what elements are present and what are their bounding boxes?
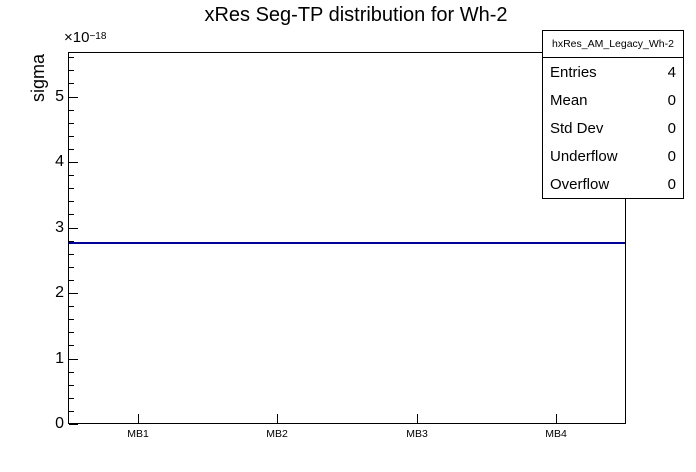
y-minor-tick: [69, 280, 74, 281]
x-tick-label: MB2: [266, 428, 288, 440]
y-major-tick: [69, 424, 78, 425]
y-minor-tick: [69, 83, 74, 84]
stats-label: Overflow: [550, 175, 610, 193]
stats-box-rows: Entries 4 Mean 0 Std Dev 0 Underflow 0 O…: [543, 58, 683, 198]
stats-value: 0: [667, 175, 676, 193]
y-minor-tick: [69, 123, 74, 124]
y-tick-label: 3: [55, 219, 64, 236]
x-tick: [277, 414, 278, 424]
y-axis-exponent: ×10−18: [64, 29, 106, 46]
y-minor-tick: [69, 241, 74, 242]
stats-row: Entries 4: [543, 58, 683, 86]
y-minor-tick: [69, 319, 74, 320]
stats-box-title: hxRes_AM_Legacy_Wh-2: [543, 31, 683, 58]
stats-box: hxRes_AM_Legacy_Wh-2 Entries 4 Mean 0 St…: [542, 30, 684, 199]
y-minor-tick: [69, 188, 74, 189]
y-minor-tick: [69, 332, 74, 333]
y-axis-title: sigma: [28, 54, 48, 103]
x-tick-label: MB4: [545, 428, 567, 440]
y-tick-label: 1: [55, 350, 64, 367]
x-tick: [417, 414, 418, 424]
stats-value: 0: [667, 119, 676, 137]
stats-label: Std Dev: [550, 119, 604, 137]
y-minor-tick: [69, 411, 74, 412]
y-tick-label: 2: [55, 284, 64, 301]
y-minor-tick: [69, 345, 74, 346]
y-minor-tick: [69, 110, 74, 111]
y-minor-tick: [69, 149, 74, 150]
y-tick-label: 0: [55, 415, 64, 432]
y-minor-tick: [69, 201, 74, 202]
x-tick-label: MB1: [127, 428, 149, 440]
y-major-tick: [69, 97, 78, 98]
stats-row: Overflow 0: [543, 170, 683, 198]
y-tick-label: 5: [55, 88, 64, 105]
y-minor-tick: [69, 214, 74, 215]
stats-label: Mean: [550, 91, 588, 109]
y-major-tick: [69, 359, 78, 360]
chart-title: xRes Seg-TP distribution for Wh-2: [204, 4, 508, 26]
y-tick-label: 4: [55, 153, 64, 170]
y-minor-tick: [69, 254, 74, 255]
y-minor-tick: [69, 267, 74, 268]
stats-label: Underflow: [550, 147, 618, 165]
y-major-tick: [69, 228, 78, 229]
stats-value: 4: [667, 63, 676, 81]
y-minor-tick: [69, 136, 74, 137]
histogram-line: [69, 242, 625, 244]
x-tick-label: MB3: [406, 428, 428, 440]
stats-row: Mean 0: [543, 86, 683, 114]
y-minor-tick: [69, 372, 74, 373]
x-tick: [138, 414, 139, 424]
y-minor-tick: [69, 398, 74, 399]
y-major-tick: [69, 293, 78, 294]
y-minor-tick: [69, 385, 74, 386]
y-major-tick: [69, 162, 78, 163]
stats-row: Std Dev 0: [543, 114, 683, 142]
y-minor-tick: [69, 57, 74, 58]
x-tick: [556, 414, 557, 424]
y-axis-exponent-base: ×10: [64, 29, 90, 46]
stats-label: Entries: [550, 63, 597, 81]
plot-frame: [68, 52, 626, 424]
y-minor-tick: [69, 175, 74, 176]
stats-value: 0: [667, 147, 676, 165]
stats-row: Underflow 0: [543, 142, 683, 170]
y-minor-tick: [69, 306, 74, 307]
y-minor-tick: [69, 70, 74, 71]
y-axis-exponent-power: −18: [89, 31, 107, 42]
stats-value: 0: [667, 91, 676, 109]
